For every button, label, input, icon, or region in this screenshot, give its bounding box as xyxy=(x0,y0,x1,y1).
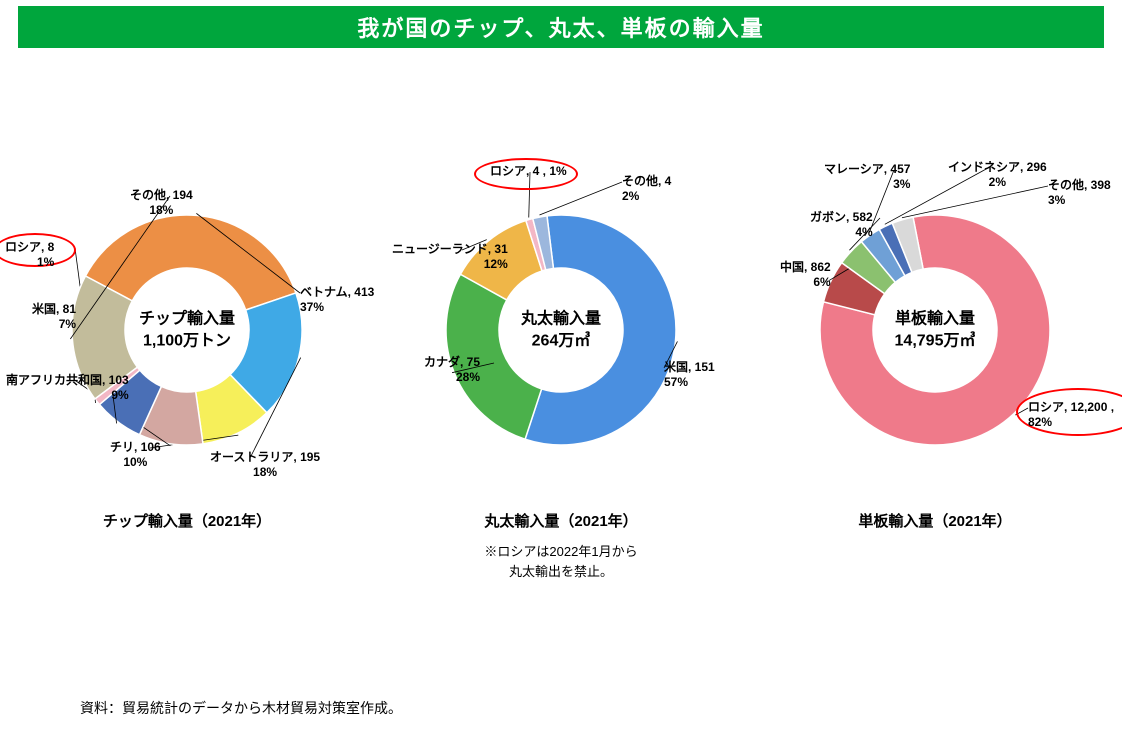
slice-label-chip-1: オーストラリア, 19518% xyxy=(210,450,320,480)
leader-veneer-5 xyxy=(902,186,1048,218)
slice-label-text-veneer-4: インドネシア, 296 xyxy=(948,160,1047,174)
slice-label-text-veneer-1: 中国, 862 xyxy=(780,260,831,274)
slice-label-pct-chip-0: 37% xyxy=(300,300,374,315)
slice-label-veneer-4: インドネシア, 2962% xyxy=(948,160,1047,190)
chip-caption: チップ輸入量（2021年） xyxy=(0,510,374,531)
slice-label-chip-0: ベトナム, 41337% xyxy=(300,285,374,315)
slice-label-pct-chip-1: 18% xyxy=(210,465,320,480)
page-title-bar: 我が国のチップ、丸太、単板の輸入量 xyxy=(18,6,1104,48)
donut-log-svg xyxy=(374,130,748,530)
slice-label-pct-chip-2: 10% xyxy=(110,455,161,470)
slice-label-pct-veneer-2: 4% xyxy=(810,225,873,240)
slice-label-veneer-0: ロシア, 12,200 ,82% xyxy=(1028,400,1114,430)
slice-label-text-chip-4: 米国, 81 xyxy=(32,302,76,316)
slice-label-text-veneer-3: マレーシア, 457 xyxy=(824,162,910,176)
log-caption: 丸太輸入量（2021年） xyxy=(374,510,748,531)
slice-label-veneer-3: マレーシア, 4573% xyxy=(824,162,910,192)
slice-label-text-log-4: その他, 4 xyxy=(622,174,671,188)
slice-label-chip-3: 南アフリカ共和国, 1039% xyxy=(6,373,129,403)
slice-label-text-chip-6: その他, 194 xyxy=(130,188,193,202)
slice-label-pct-chip-6: 18% xyxy=(130,203,193,218)
slice-label-pct-log-1: 28% xyxy=(424,370,480,385)
slice-label-text-veneer-2: ガボン, 582 xyxy=(810,210,873,224)
slice-label-veneer-2: ガボン, 5824% xyxy=(810,210,873,240)
page-title-text: 我が国のチップ、丸太、単板の輸入量 xyxy=(357,11,764,43)
slice-label-pct-veneer-3: 3% xyxy=(824,177,910,192)
slice-label-text-veneer-5: その他, 398 xyxy=(1048,178,1111,192)
slice-label-pct-log-2: 12% xyxy=(392,257,508,272)
slice-label-pct-chip-5: 1% xyxy=(5,255,54,270)
chart-log: 丸太輸入量 264万㎥ 丸太輸入量（2021年） ※ロシアは2022年1月から丸… xyxy=(374,130,748,550)
slice-label-chip-4: 米国, 817% xyxy=(32,302,76,332)
slice-label-text-chip-1: オーストラリア, 195 xyxy=(210,450,320,464)
slice-label-text-chip-3: 南アフリカ共和国, 103 xyxy=(6,373,129,387)
slice-label-log-0: 米国, 15157% xyxy=(664,360,715,390)
slice-label-text-chip-5: ロシア, 8 xyxy=(5,240,54,254)
slice-label-log-2: ニュージーランド, 3112% xyxy=(392,242,508,272)
slice-label-log-4: その他, 42% xyxy=(622,174,671,204)
chart-chip: チップ輸入量 1,100万トン チップ輸入量（2021年） ベトナム, 4133… xyxy=(0,130,374,550)
chart-veneer: 単板輸入量 14,795万㎥ 単板輸入量（2021年） ロシア, 12,200 … xyxy=(748,130,1122,550)
slice-label-pct-log-4: 2% xyxy=(622,189,671,204)
slice-label-pct-chip-4: 7% xyxy=(32,317,76,332)
slice-label-veneer-1: 中国, 8626% xyxy=(780,260,831,290)
slice-label-pct-veneer-4: 2% xyxy=(948,175,1047,190)
slice-label-log-3: ロシア, 4 , 1% xyxy=(490,164,567,179)
slice-label-chip-5: ロシア, 81% xyxy=(5,240,54,270)
slice-label-text-veneer-0: ロシア, 12,200 , xyxy=(1028,400,1114,414)
slice-label-text-chip-2: チリ, 106 xyxy=(110,440,161,454)
slice-label-pct-log-0: 57% xyxy=(664,375,715,390)
slice-label-pct-veneer-1: 6% xyxy=(780,275,831,290)
slice-label-log-1: カナダ, 7528% xyxy=(424,355,480,385)
slice-label-chip-6: その他, 19418% xyxy=(130,188,193,218)
slice-label-text-log-1: カナダ, 75 xyxy=(424,355,480,369)
slice-label-text-log-2: ニュージーランド, 31 xyxy=(392,242,508,256)
veneer-caption: 単板輸入量（2021年） xyxy=(748,510,1122,531)
slice-label-pct-chip-3: 9% xyxy=(6,388,129,403)
slice-label-text-log-0: 米国, 151 xyxy=(664,360,715,374)
slice-label-pct-veneer-0: 82% xyxy=(1028,415,1114,430)
slice-label-pct-veneer-5: 3% xyxy=(1048,193,1111,208)
slice-label-text-log-3: ロシア, 4 , 1% xyxy=(490,164,567,178)
slice-label-veneer-5: その他, 3983% xyxy=(1048,178,1111,208)
slice-label-chip-2: チリ, 10610% xyxy=(110,440,161,470)
slice-label-text-chip-0: ベトナム, 413 xyxy=(300,285,374,299)
log-note: ※ロシアは2022年1月から丸太輸出を禁止。 xyxy=(374,542,748,581)
leader-log-4 xyxy=(539,182,622,215)
source-note: 資料：貿易統計のデータから木材貿易対策室作成。 xyxy=(80,698,402,718)
